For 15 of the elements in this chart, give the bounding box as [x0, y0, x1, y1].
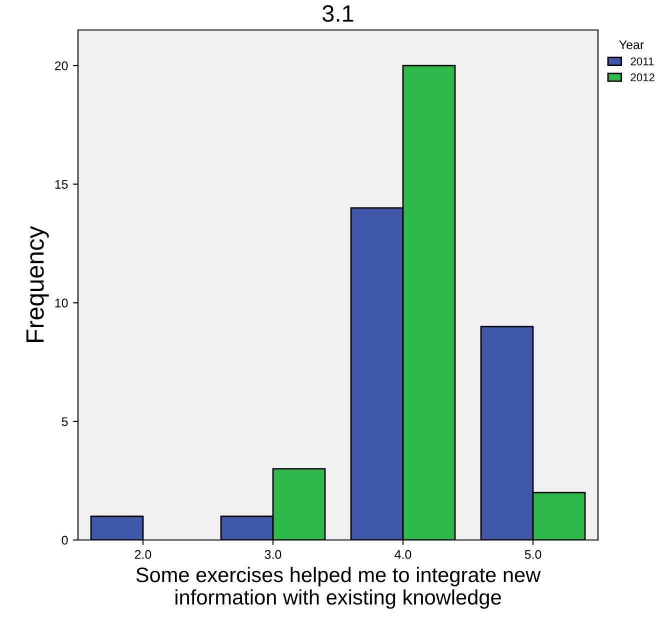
x-tick-label: 5.0 [524, 550, 542, 559]
x-tick-label: 3.0 [264, 550, 282, 559]
legend-label: 2012 [630, 73, 654, 82]
y-tick-label: 15 [55, 180, 68, 189]
legend-title: Year [619, 40, 644, 50]
y-tick-label: 0 [62, 536, 68, 545]
y-tick-label: 5 [62, 417, 68, 426]
x-tick-label: 4.0 [394, 550, 412, 559]
y-axis-title: Frequency [26, 226, 49, 342]
chart-title: 3.1 [322, 5, 354, 22]
legend-label: 2011 [630, 58, 654, 66]
x-tick-label: 2.0 [134, 550, 152, 559]
y-tick-label: 20 [55, 61, 68, 70]
y-tick-label: 10 [55, 298, 68, 308]
x-axis-title: Some exercises helped me to integrate new information with existing knowledge [136, 566, 541, 609]
